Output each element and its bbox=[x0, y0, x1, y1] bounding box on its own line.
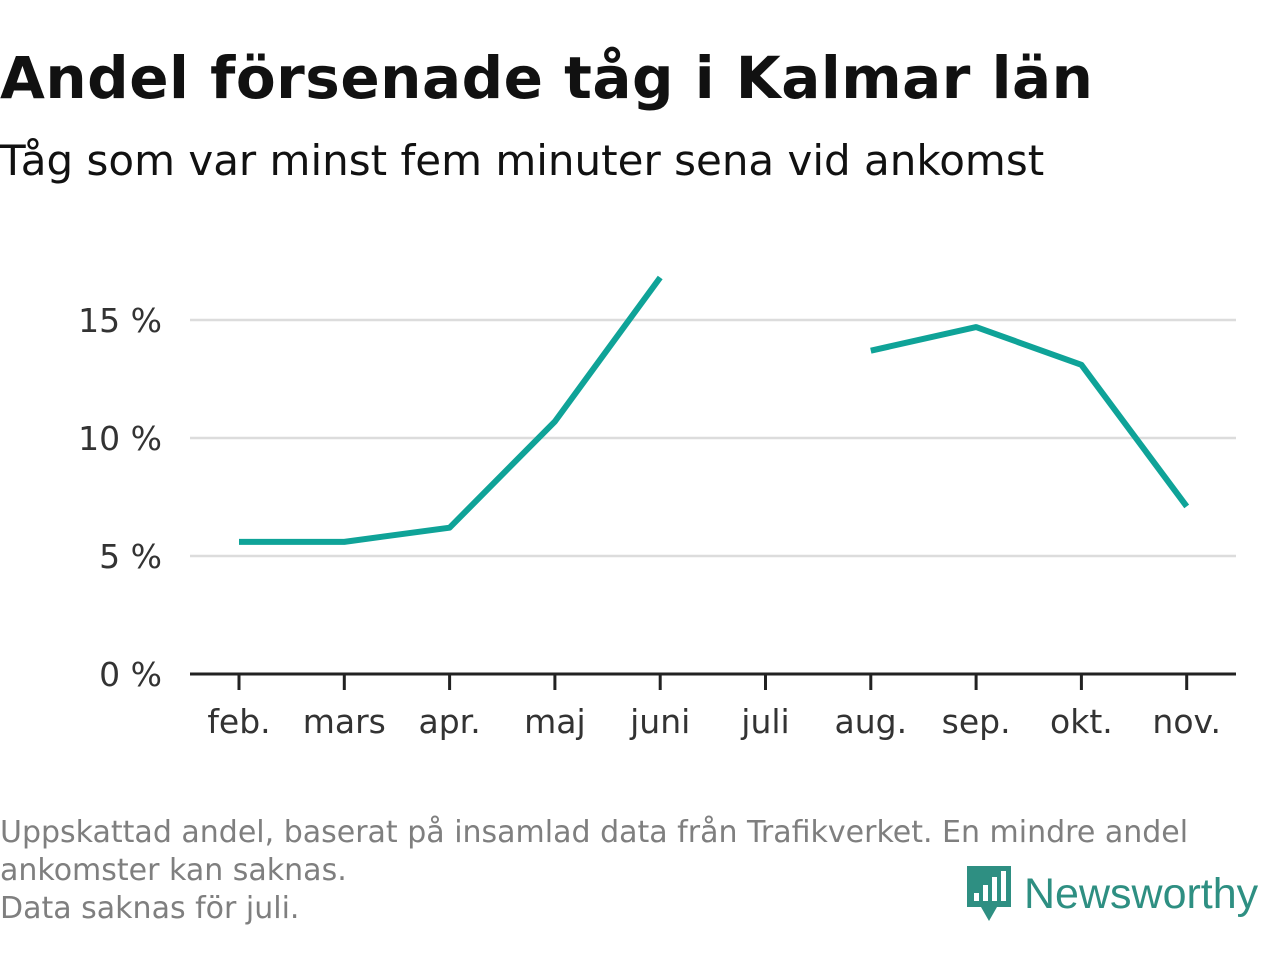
newsworthy-logo-icon bbox=[967, 866, 1011, 921]
series-line-segment bbox=[239, 275, 663, 545]
brand-logo: Newsworthy bbox=[964, 862, 1258, 926]
x-tick-label: okt. bbox=[1050, 702, 1113, 741]
footnote-line-2: ankomster kan saknas. bbox=[0, 853, 347, 888]
x-tick-label: nov. bbox=[1152, 702, 1221, 741]
x-tick-label: maj bbox=[524, 702, 586, 741]
x-tick-label: juli bbox=[740, 702, 789, 741]
x-axis-ticks: feb. mars apr. maj juni juli aug. sep. okt. nov. bbox=[207, 674, 1221, 741]
y-tick-label: 0 % bbox=[99, 655, 162, 694]
x-tick-label: mars bbox=[303, 702, 386, 741]
footnote-line-3: Data saknas för juli. bbox=[0, 891, 300, 926]
x-tick-label: aug. bbox=[835, 702, 908, 741]
footnote-line-1: Uppskattad andel, baserat på insamlad da… bbox=[0, 815, 1189, 850]
y-tick-label: 5 % bbox=[99, 537, 162, 576]
footnote: Uppskattad andel, baserat på insamlad da… bbox=[0, 814, 1270, 928]
series-line-segment bbox=[870, 324, 1190, 509]
chart-subtitle: Tåg som var minst fem minuter sena vid a… bbox=[0, 136, 1045, 185]
x-tick-label: apr. bbox=[418, 702, 480, 741]
brand-name: Newsworthy bbox=[1024, 869, 1259, 918]
y-axis-ticks: 0 % 5 % 10 % 15 % bbox=[78, 301, 162, 694]
line-chart: 0 % 5 % 10 % 15 % feb. mars apr. maj juni juli au… bbox=[78, 275, 1236, 741]
x-tick-label: sep. bbox=[942, 702, 1011, 741]
x-tick-label: feb. bbox=[207, 702, 270, 741]
x-tick-label: juni bbox=[629, 702, 690, 741]
series-lines bbox=[238, 275, 1190, 545]
chart-title: Andel försenade tåg i Kalmar län bbox=[0, 44, 1094, 112]
y-tick-label: 15 % bbox=[78, 301, 162, 340]
gridlines bbox=[190, 318, 1236, 558]
y-tick-label: 10 % bbox=[78, 419, 162, 458]
